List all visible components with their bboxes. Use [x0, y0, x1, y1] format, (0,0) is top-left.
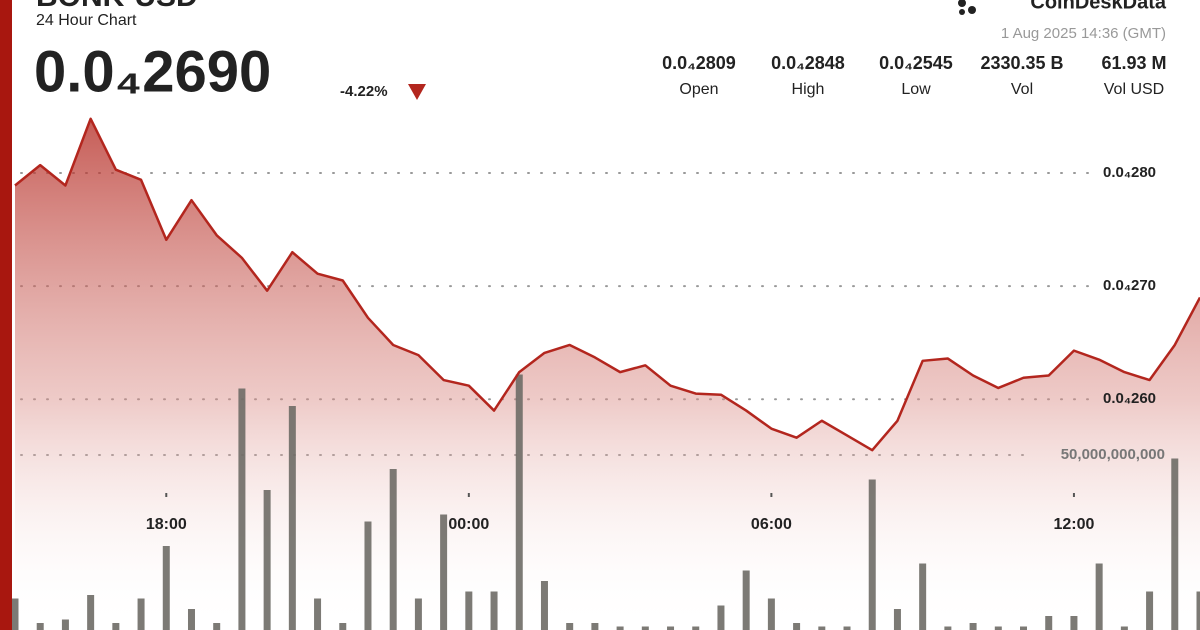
volume-bar	[364, 521, 372, 630]
volume-bar	[187, 609, 195, 630]
stats: 0.0₄2809 Open 0.0₄2848 High 0.0₄2545 Low 2330.…	[662, 53, 1166, 98]
volume-bar	[36, 623, 44, 630]
volume-bar	[767, 598, 775, 630]
volume-bar	[742, 570, 750, 630]
volume-bar	[440, 514, 448, 630]
stat-label: Open	[679, 81, 718, 98]
volume-bar	[818, 626, 826, 630]
volume-bar	[414, 598, 422, 630]
plot-area: 0.0₄260 0.0₄270 0.0₄280 50,000,000,000 18:00…	[11, 117, 1200, 630]
stat-label: Vol USD	[1104, 81, 1164, 98]
y-tick-label: 0.0₄280	[1103, 164, 1156, 181]
stat-label: Low	[901, 81, 931, 98]
volume-bar	[213, 623, 221, 630]
volume-bar	[591, 623, 599, 630]
stat-value: 2330.35 B	[980, 53, 1063, 73]
volume-bar	[919, 563, 927, 630]
volume-bar	[994, 626, 1002, 630]
volume-bar	[87, 595, 95, 630]
x-tick-label: 06:00	[751, 516, 792, 533]
volume-bar	[490, 591, 498, 630]
volume-bar	[515, 374, 523, 630]
volume-bar	[1095, 563, 1103, 630]
volume-bar	[1020, 626, 1028, 630]
volume-bar	[944, 626, 952, 630]
x-tick-label: 18:00	[146, 516, 187, 533]
down-arrow	[408, 84, 426, 100]
stat-label: Vol	[1011, 81, 1033, 98]
volume-bar	[1146, 591, 1154, 630]
volume-bar	[339, 623, 347, 630]
volume-bar	[616, 626, 624, 630]
volume-bar	[692, 626, 700, 630]
volume-bar	[969, 623, 977, 630]
stat-value: 0.0₄2809	[662, 53, 736, 73]
stat-value: 61.93 M	[1101, 53, 1166, 73]
volume-bar	[61, 619, 69, 630]
brand: CoinDeskData	[1030, 0, 1166, 13]
volume-bar	[868, 479, 876, 630]
y2-tick-label: 50,000,000,000	[1061, 446, 1165, 463]
volume-bar	[843, 626, 851, 630]
volume-bar	[389, 469, 397, 630]
stat-value: 0.0₄2545	[879, 53, 953, 73]
volume-bar	[1045, 616, 1053, 630]
volume-bar	[717, 605, 725, 630]
volume-bar	[288, 406, 296, 630]
volume-bar	[1070, 616, 1078, 630]
volume-bar	[566, 623, 574, 630]
volume-bar	[893, 609, 901, 630]
volume-bar	[641, 626, 649, 630]
volume-bar	[314, 598, 322, 630]
volume-bar	[1171, 458, 1179, 630]
volume-bar	[263, 490, 271, 630]
volume-bar	[112, 623, 120, 630]
current-price: 0.0₄2690	[34, 39, 271, 104]
volume-bar	[540, 581, 548, 630]
volume-bar	[667, 626, 675, 630]
stat-value: 0.0₄2848	[771, 53, 845, 73]
volume-bar	[1196, 591, 1200, 630]
x-tick-label: 00:00	[448, 516, 489, 533]
volume-bar	[11, 598, 19, 630]
price-area	[15, 118, 1200, 630]
y-tick-label: 0.0₄260	[1103, 390, 1156, 407]
chart-subtitle: 24 Hour Chart	[36, 12, 137, 29]
volume-bar	[465, 591, 473, 630]
volume-bar	[793, 623, 801, 630]
volume-bar	[1120, 626, 1128, 630]
price-change: -4.22%	[340, 83, 388, 100]
y-tick-label: 0.0₄270	[1103, 277, 1156, 294]
timestamp: 1 Aug 2025 14:36 (GMT)	[1001, 25, 1166, 42]
stat-label: High	[792, 81, 825, 98]
volume-bar	[137, 598, 145, 630]
side-strip	[0, 0, 12, 630]
x-tick-label: 12:00	[1053, 516, 1094, 533]
chart-title: BONK-USD	[36, 0, 198, 13]
price-line	[14, 117, 1200, 452]
brand-logo	[958, 0, 976, 15]
volume-bar	[238, 388, 246, 630]
volume-bar	[162, 546, 170, 630]
